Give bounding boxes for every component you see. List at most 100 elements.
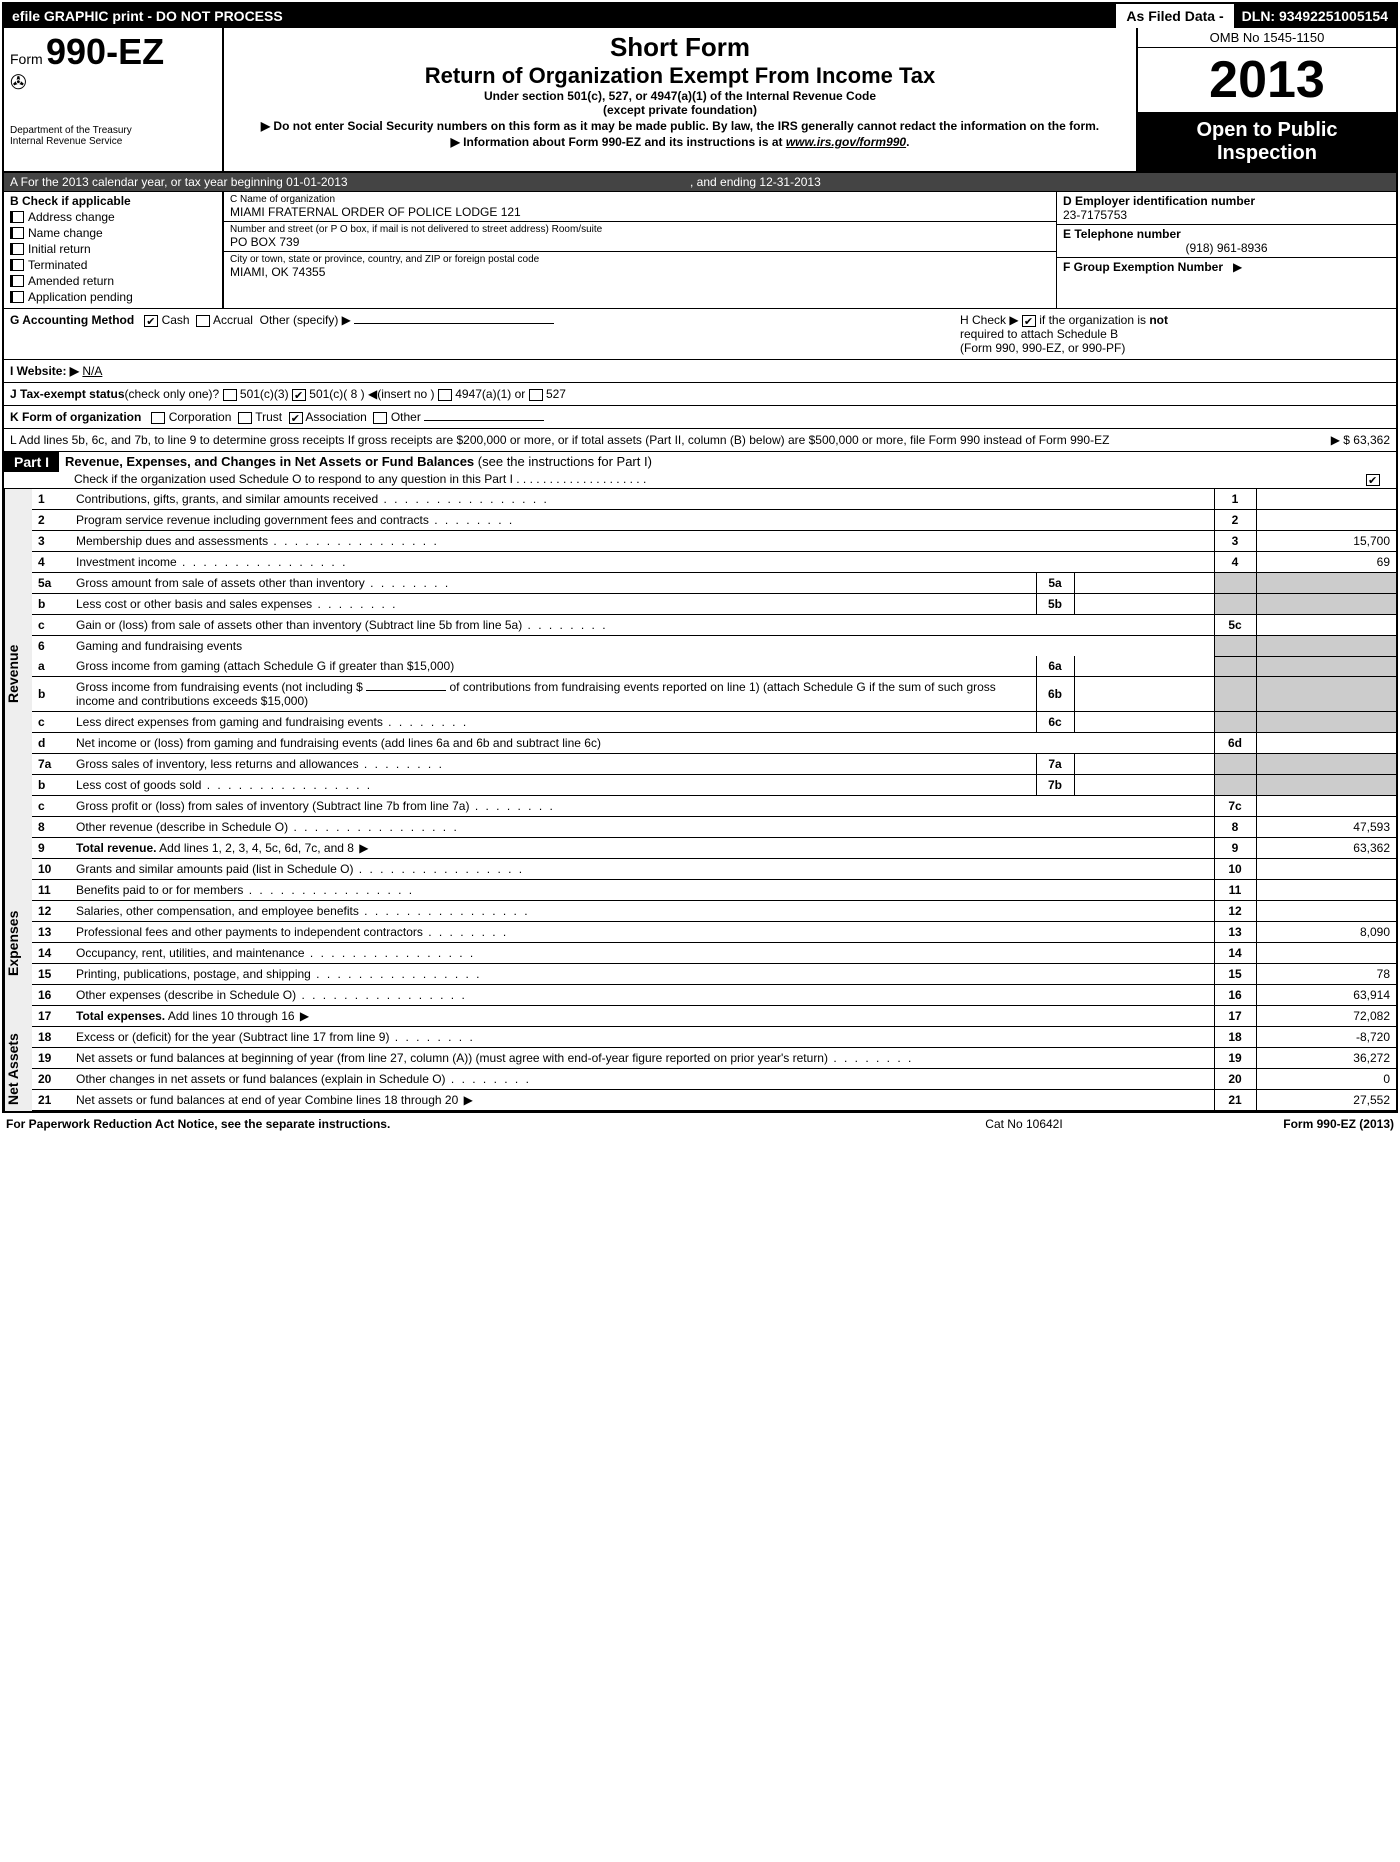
chk-name[interactable]: Name change	[10, 226, 216, 240]
part1-badge: Part I	[4, 452, 59, 472]
chk-schedo[interactable]	[1366, 474, 1380, 486]
c-addr: Number and street (or P O box, if mail i…	[224, 222, 1056, 252]
dln: DLN: 93492251005154	[1234, 4, 1396, 28]
chk-h[interactable]	[1022, 315, 1036, 327]
line-5a: 5aGross amount from sale of assets other…	[32, 573, 1396, 594]
chk-501c[interactable]	[292, 389, 306, 401]
part1-title: Revenue, Expenses, and Changes in Net As…	[59, 452, 1396, 472]
chk-4947[interactable]	[438, 389, 452, 401]
line-6d: dNet income or (loss) from gaming and fu…	[32, 733, 1396, 754]
chk-accrual[interactable]	[196, 315, 210, 327]
line-13: 13Professional fees and other payments t…	[32, 922, 1396, 943]
line-18: 18Excess or (deficit) for the year (Subt…	[32, 1027, 1396, 1048]
line-i: I Website: ▶ N/A	[4, 360, 1396, 383]
g-lbl: G Accounting Method	[10, 313, 134, 327]
netassets-label: Net Assets	[4, 1027, 32, 1111]
expenses-table: 10Grants and similar amounts paid (list …	[32, 859, 1396, 1027]
line-6: 6Gaming and fundraising events	[32, 636, 1396, 657]
chk-cash[interactable]	[144, 315, 158, 327]
line-j: J Tax-exempt status(check only one)? 501…	[4, 383, 1396, 406]
line-g: G Accounting Method Cash Accrual Other (…	[10, 313, 960, 355]
i-lbl: I Website: ▶	[10, 364, 79, 378]
chk-amended[interactable]: Amended return	[10, 274, 216, 288]
k-lbl: K Form of organization	[10, 410, 141, 424]
netassets-section: Net Assets 18Excess or (deficit) for the…	[4, 1027, 1396, 1111]
form-ref: Form 990-EZ (2013)	[1174, 1117, 1394, 1131]
line-h: H Check ▶ if the organization is not req…	[960, 313, 1390, 355]
chk-trust[interactable]	[238, 412, 252, 424]
c-name-lbl: C Name of organization	[230, 194, 1050, 205]
line-2: 2Program service revenue including gover…	[32, 510, 1396, 531]
info-pre: ▶ Information about Form 990-EZ and its …	[451, 135, 786, 149]
netassets-table: 18Excess or (deficit) for the year (Subt…	[32, 1027, 1396, 1111]
l-amt: ▶ $ 63,362	[1210, 433, 1390, 447]
chk-527[interactable]	[529, 389, 543, 401]
chk-other[interactable]	[373, 412, 387, 424]
under-section: Under section 501(c), 527, or 4947(a)(1)…	[232, 89, 1128, 103]
line-3: 3Membership dues and assessments315,700	[32, 531, 1396, 552]
line-5b: bLess cost or other basis and sales expe…	[32, 594, 1396, 615]
line-6b: bGross income from fundraising events (n…	[32, 677, 1396, 712]
info-link[interactable]: www.irs.gov/form990	[786, 135, 906, 149]
line-4: 4Investment income469	[32, 552, 1396, 573]
d-ein-lbl: D Employer identification number	[1063, 194, 1255, 208]
d-ein-val: 23-7175753	[1063, 208, 1127, 222]
line-10: 10Grants and similar amounts paid (list …	[32, 859, 1396, 880]
col-c: C Name of organization MIAMI FRATERNAL O…	[224, 192, 1056, 308]
chk-501c3[interactable]	[223, 389, 237, 401]
revenue-table: 1Contributions, gifts, grants, and simil…	[32, 489, 1396, 859]
col-d: D Employer identification number 23-7175…	[1056, 192, 1396, 308]
expenses-label: Expenses	[4, 859, 32, 1027]
line-21: 21Net assets or fund balances at end of …	[32, 1090, 1396, 1111]
j-lbl: J Tax-exempt status	[10, 387, 125, 401]
form-990ez: efile GRAPHIC print - DO NOT PROCESS As …	[2, 2, 1398, 1113]
c-name: C Name of organization MIAMI FRATERNAL O…	[224, 192, 1056, 222]
c-addr-lbl: Number and street (or P O box, if mail i…	[230, 224, 1050, 235]
line-5c: cGain or (loss) from sale of assets othe…	[32, 615, 1396, 636]
chk-initial[interactable]: Initial return	[10, 242, 216, 256]
header-right: OMB No 1545-1150 2013 Open to Public Ins…	[1136, 28, 1396, 171]
line-19: 19Net assets or fund balances at beginni…	[32, 1048, 1396, 1069]
footer: For Paperwork Reduction Act Notice, see …	[0, 1115, 1400, 1133]
line-11: 11Benefits paid to or for members11	[32, 880, 1396, 901]
line-7c: cGross profit or (loss) from sales of in…	[32, 796, 1396, 817]
line-l: L Add lines 5b, 6c, and 7b, to line 9 to…	[4, 429, 1396, 452]
d-tel-val: (918) 961-8936	[1063, 241, 1390, 255]
info-line: ▶ Information about Form 990-EZ and its …	[232, 135, 1128, 149]
d-tel-lbl: E Telephone number	[1063, 227, 1181, 241]
c-name-val: MIAMI FRATERNAL ORDER OF POLICE LODGE 12…	[230, 205, 1050, 219]
dept-treasury: Department of the Treasury	[10, 125, 216, 136]
c-addr-val: PO BOX 739	[230, 235, 1050, 249]
line-6a: aGross income from gaming (attach Schedu…	[32, 656, 1396, 677]
chk-terminated[interactable]: Terminated	[10, 258, 216, 272]
form-number: 990-EZ	[46, 31, 164, 72]
line-12: 12Salaries, other compensation, and empl…	[32, 901, 1396, 922]
paperwork-notice: For Paperwork Reduction Act Notice, see …	[6, 1117, 874, 1131]
privacy-notice: ▶ Do not enter Social Security numbers o…	[232, 119, 1128, 133]
line-k: K Form of organization Corporation Trust…	[4, 406, 1396, 429]
chk-address[interactable]: Address change	[10, 210, 216, 224]
top-bar: efile GRAPHIC print - DO NOT PROCESS As …	[4, 4, 1396, 28]
line-8: 8Other revenue (describe in Schedule O)8…	[32, 817, 1396, 838]
d-tel: E Telephone number (918) 961-8936	[1057, 225, 1396, 258]
efile-notice: efile GRAPHIC print - DO NOT PROCESS	[4, 4, 1116, 28]
line-9: 9Total revenue. Add lines 1, 2, 3, 4, 5c…	[32, 838, 1396, 859]
chk-pending[interactable]: Application pending	[10, 290, 216, 304]
part1-header: Part I Revenue, Expenses, and Changes in…	[4, 452, 1396, 489]
a-right: , and ending 12-31-2013	[690, 175, 1390, 189]
d-grp: F Group Exemption Number ▶	[1057, 258, 1396, 276]
expenses-section: Expenses 10Grants and similar amounts pa…	[4, 859, 1396, 1027]
line-17: 17Total expenses. Add lines 10 through 1…	[32, 1006, 1396, 1027]
omb: OMB No 1545-1150	[1138, 28, 1396, 48]
a-left: A For the 2013 calendar year, or tax yea…	[10, 175, 690, 189]
open-inspection: Open to Public Inspection	[1138, 113, 1396, 171]
cat-no: Cat No 10642I	[874, 1117, 1174, 1131]
form-prefix: Form	[10, 51, 43, 67]
line-7b: bLess cost of goods sold7b	[32, 775, 1396, 796]
b-intro: B Check if applicable	[10, 194, 216, 208]
chk-corp[interactable]	[151, 412, 165, 424]
col-b: B Check if applicable Address change Nam…	[4, 192, 224, 308]
c-city: City or town, state or province, country…	[224, 252, 1056, 281]
line-6c: cLess direct expenses from gaming and fu…	[32, 712, 1396, 733]
chk-assoc[interactable]	[289, 412, 303, 424]
